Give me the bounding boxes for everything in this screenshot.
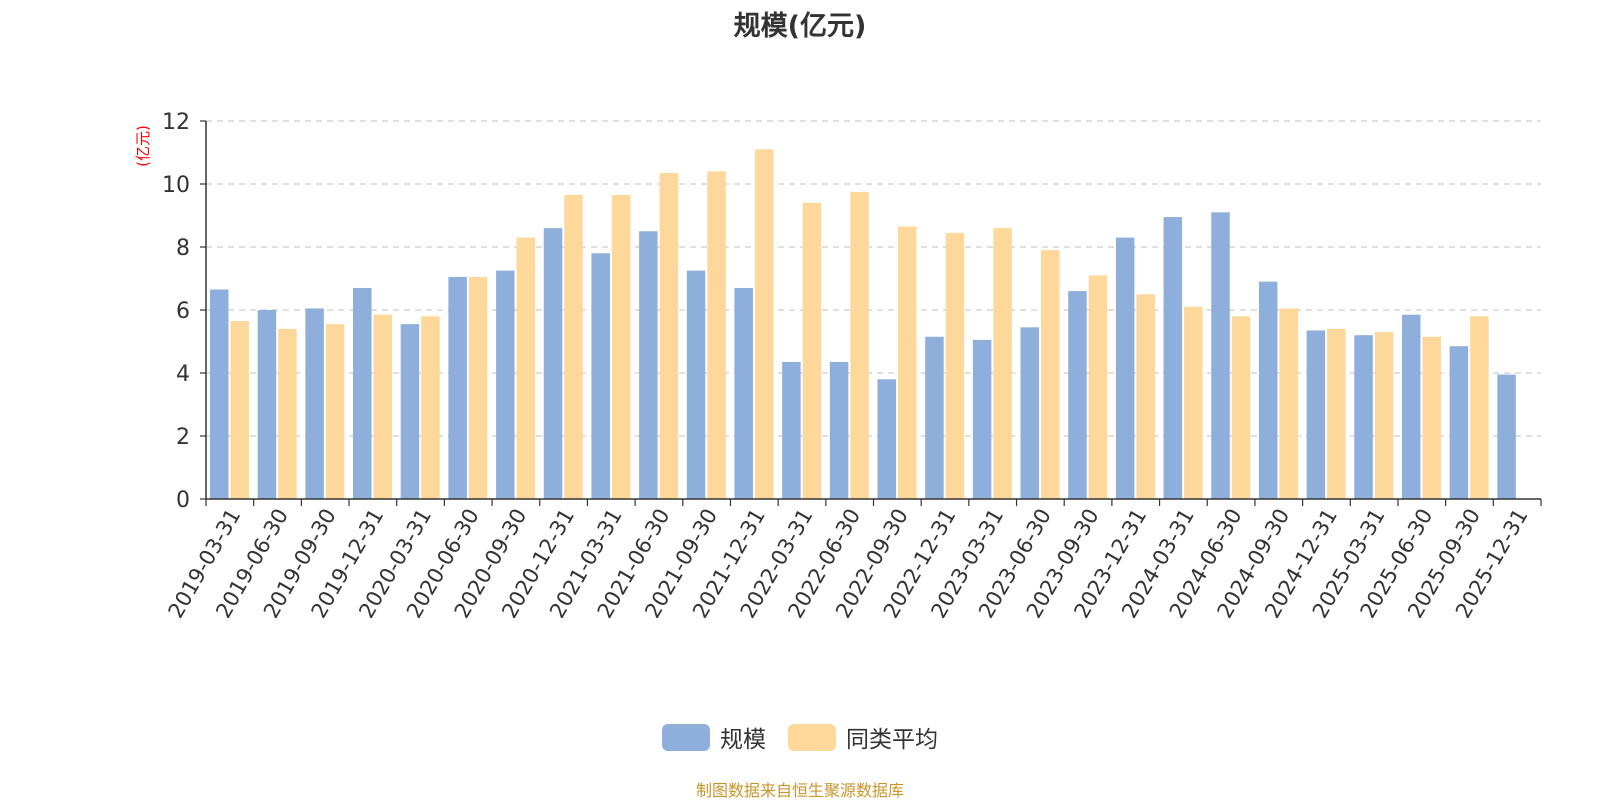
bar-peer-average[interactable] <box>659 172 679 499</box>
bar-scale[interactable] <box>353 287 372 499</box>
bar-peer-average[interactable] <box>1088 275 1108 499</box>
chart-title: 规模(亿元) <box>733 11 867 42</box>
bar-peer-average[interactable] <box>1374 332 1394 499</box>
y-tick-label: 6 <box>176 299 190 324</box>
y-tick-label: 12 <box>162 110 190 135</box>
bar-peer-average[interactable] <box>611 195 631 499</box>
bar-scale[interactable] <box>257 310 277 499</box>
bar-chart: 2019-03-312019-06-302019-09-302019-12-31… <box>134 110 1542 623</box>
bar-scale[interactable] <box>1211 212 1230 499</box>
bar-peer-average[interactable] <box>468 276 488 499</box>
y-tick-label: 10 <box>162 173 190 198</box>
bar-scale[interactable] <box>1354 335 1373 499</box>
bar-scale[interactable] <box>448 276 467 499</box>
y-axis-label: (亿元) <box>134 125 152 167</box>
bar-peer-average[interactable] <box>1470 316 1489 499</box>
bar-peer-average[interactable] <box>373 314 393 499</box>
legend-item-peer-average[interactable]: 同类平均 <box>788 720 938 754</box>
bar-peer-average[interactable] <box>1184 306 1203 499</box>
y-tick-label: 4 <box>176 362 190 387</box>
bar-peer-average[interactable] <box>850 191 869 499</box>
bar-scale[interactable] <box>1401 314 1421 499</box>
bar-scale[interactable] <box>1306 330 1326 499</box>
data-source-note: 制图数据来自恒生聚源数据库 <box>695 781 904 800</box>
y-tick-label: 0 <box>176 488 190 513</box>
axes <box>200 120 1542 506</box>
bar-scale[interactable] <box>1163 217 1183 499</box>
bar-scale[interactable] <box>829 361 849 499</box>
bar-scale[interactable] <box>782 361 801 499</box>
bar-scale[interactable] <box>734 287 753 499</box>
bar-scale[interactable] <box>925 336 944 499</box>
bar-scale[interactable] <box>305 308 324 499</box>
bar-scale[interactable] <box>1068 291 1087 499</box>
bar-scale[interactable] <box>1115 237 1135 500</box>
bar-scale[interactable] <box>972 339 992 499</box>
bar-peer-average[interactable] <box>1136 294 1155 499</box>
legend-swatch-scale <box>662 723 710 751</box>
bar-peer-average[interactable] <box>993 228 1012 499</box>
bar-peer-average[interactable] <box>754 149 774 499</box>
bar-scale[interactable] <box>1449 346 1469 499</box>
bar-peer-average[interactable] <box>564 195 583 499</box>
bar-peer-average[interactable] <box>945 232 965 499</box>
bar-peer-average[interactable] <box>1231 316 1251 499</box>
bar-peer-average[interactable] <box>1279 308 1298 499</box>
bar-peer-average[interactable] <box>325 324 345 499</box>
bar-peer-average[interactable] <box>278 328 297 499</box>
x-tick-labels: 2019-03-312019-06-302019-09-302019-12-31… <box>164 505 1533 623</box>
bar-peer-average[interactable] <box>230 321 250 499</box>
bar-scale[interactable] <box>1497 374 1516 499</box>
bar-scale[interactable] <box>543 228 563 499</box>
bar-peer-average[interactable] <box>516 237 536 500</box>
bar-scale[interactable] <box>400 324 420 499</box>
legend: 规模 同类平均 <box>0 720 1600 754</box>
bar-scale[interactable] <box>591 253 610 499</box>
bar-scale[interactable] <box>877 379 897 499</box>
legend-swatch-peer-average <box>788 723 836 751</box>
bar-scale[interactable] <box>639 231 658 499</box>
bar-scale[interactable] <box>1258 281 1278 499</box>
bar-scale[interactable] <box>496 270 515 499</box>
bar-peer-average[interactable] <box>1327 328 1346 499</box>
bar-peer-average[interactable] <box>1041 250 1060 499</box>
bar-peer-average[interactable] <box>1422 336 1441 499</box>
bar-peer-average[interactable] <box>707 171 726 499</box>
bar-peer-average[interactable] <box>421 316 440 499</box>
legend-item-scale[interactable]: 规模 <box>662 720 766 754</box>
y-tick-labels: 0 2 4 6 8 10 12 <box>162 110 190 513</box>
bar-peer-average[interactable] <box>802 202 822 499</box>
bars <box>210 149 1516 500</box>
y-tick-label: 8 <box>176 236 190 261</box>
y-tick-label: 2 <box>176 425 190 450</box>
bar-scale[interactable] <box>686 270 706 499</box>
bar-peer-average[interactable] <box>898 226 917 499</box>
bar-scale[interactable] <box>1020 327 1040 499</box>
legend-label-peer-average: 同类平均 <box>846 727 938 753</box>
legend-label-scale: 规模 <box>720 727 766 753</box>
bar-scale[interactable] <box>210 289 229 499</box>
